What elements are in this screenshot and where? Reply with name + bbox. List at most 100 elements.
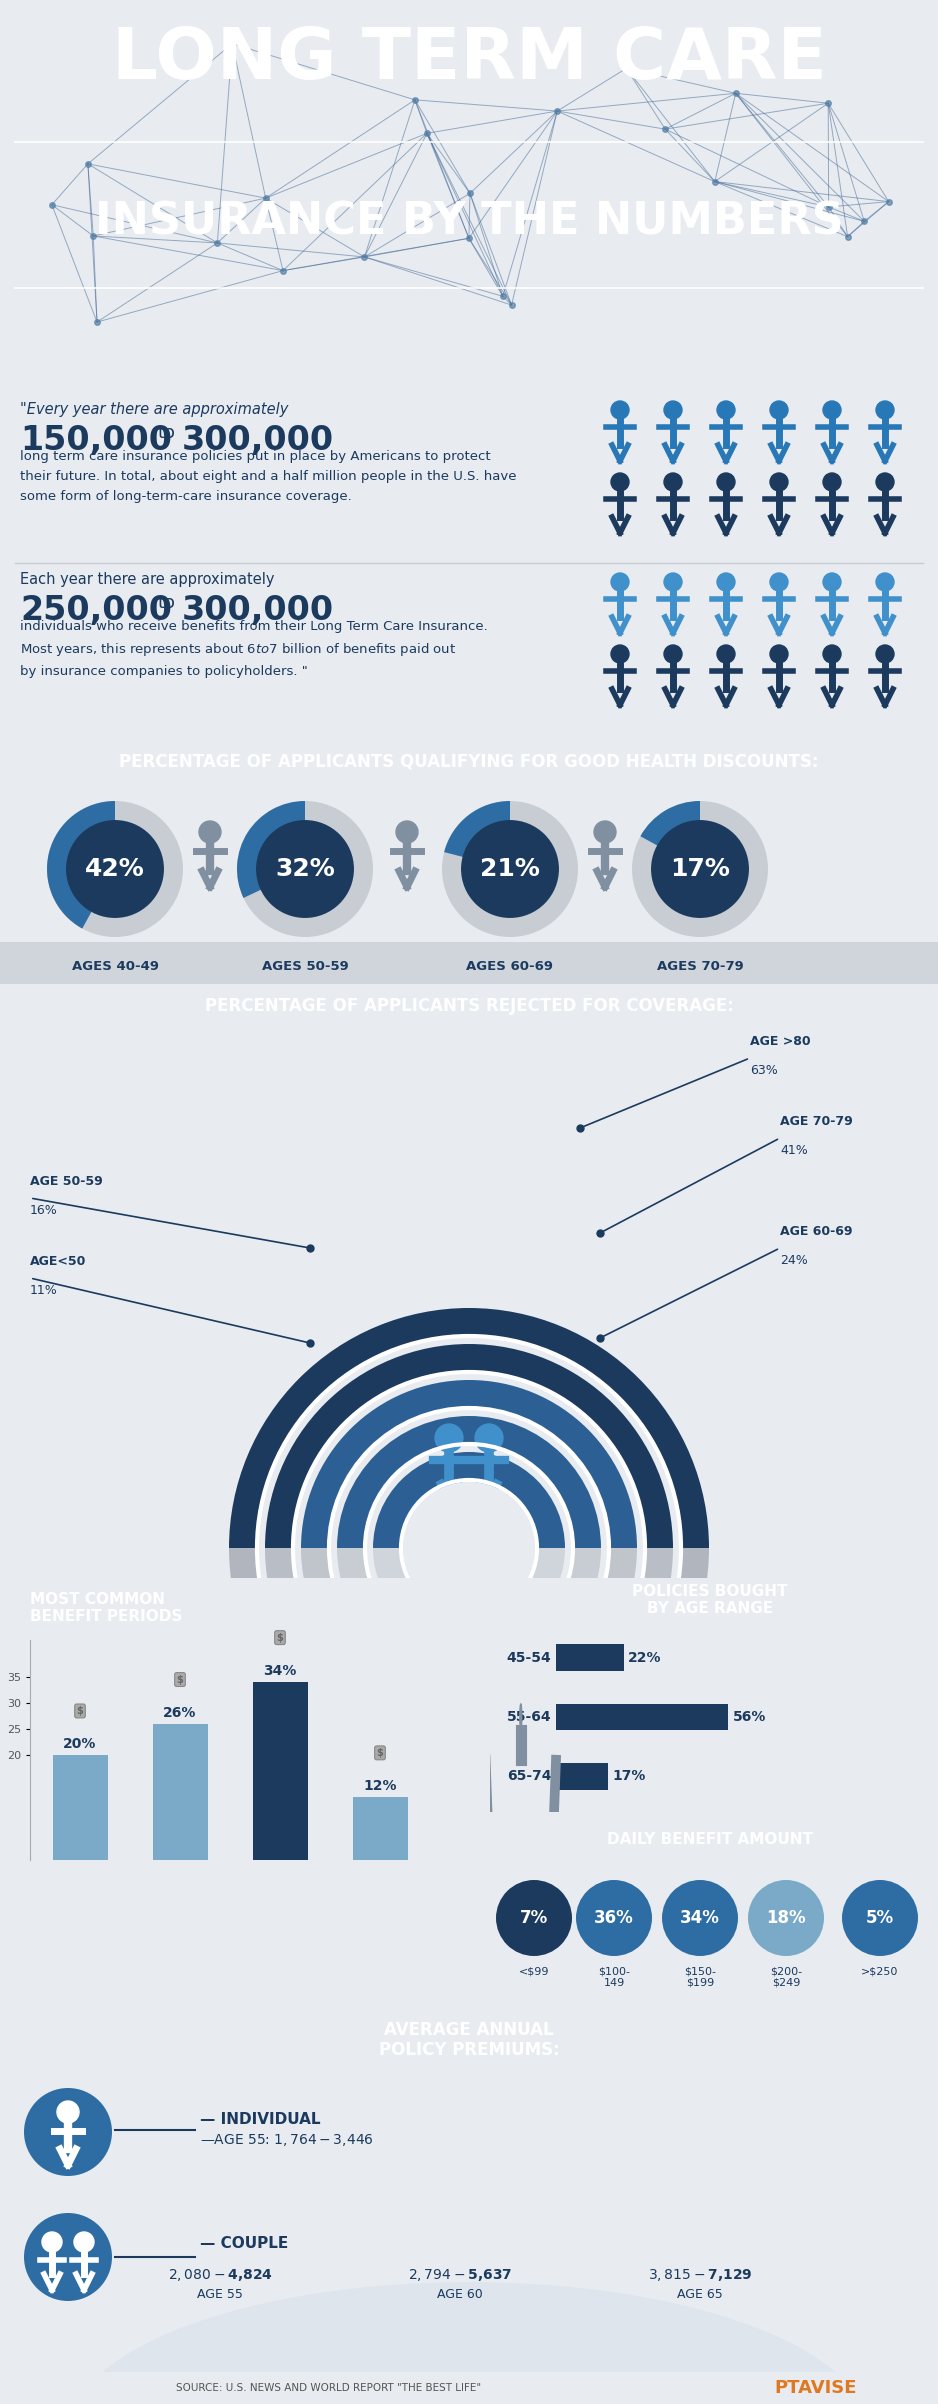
- Text: 41%: 41%: [780, 1144, 808, 1156]
- Circle shape: [396, 822, 418, 844]
- Text: PERCENTAGE OF APPLICANTS QUALIFYING FOR GOOD HEALTH DISCOUNTS:: PERCENTAGE OF APPLICANTS QUALIFYING FOR …: [119, 752, 819, 772]
- Text: 65-74: 65-74: [507, 1769, 552, 1784]
- Circle shape: [632, 801, 768, 938]
- Circle shape: [256, 820, 354, 918]
- Circle shape: [664, 401, 682, 418]
- Text: $150-
$199: $150- $199: [684, 1966, 716, 1988]
- Wedge shape: [265, 1548, 673, 1753]
- Text: to: to: [158, 423, 176, 442]
- Text: 24%: 24%: [780, 1255, 808, 1267]
- Circle shape: [611, 401, 629, 418]
- Text: $: $: [176, 1676, 183, 1685]
- Text: $3,815-$7,129: $3,815-$7,129: [648, 2267, 752, 2284]
- Circle shape: [42, 2231, 62, 2253]
- Text: 45-54: 45-54: [507, 1652, 552, 1664]
- Text: to: to: [158, 594, 176, 613]
- Text: SOURCE: U.S. NEWS AND WORLD REPORT "THE BEST LIFE": SOURCE: U.S. NEWS AND WORLD REPORT "THE …: [175, 2382, 481, 2392]
- Text: $200-
$249: $200- $249: [770, 1966, 802, 1988]
- Text: AGES 70-79: AGES 70-79: [657, 959, 744, 974]
- Wedge shape: [641, 801, 700, 868]
- Text: 63%: 63%: [750, 1065, 778, 1077]
- Wedge shape: [444, 801, 510, 868]
- Text: 26%: 26%: [163, 1704, 197, 1719]
- Text: — INDIVIDUAL: — INDIVIDUAL: [200, 2113, 321, 2128]
- Circle shape: [651, 820, 749, 918]
- Circle shape: [74, 2231, 94, 2253]
- Wedge shape: [229, 1308, 709, 1548]
- Circle shape: [664, 474, 682, 490]
- Text: 17%: 17%: [670, 856, 730, 880]
- Text: AGE<50: AGE<50: [30, 1255, 86, 1267]
- Text: 150,000: 150,000: [20, 423, 172, 457]
- Wedge shape: [47, 801, 115, 928]
- Circle shape: [594, 822, 616, 844]
- Circle shape: [717, 474, 735, 490]
- Text: AGES 50-59: AGES 50-59: [262, 959, 348, 974]
- Circle shape: [770, 644, 788, 664]
- Text: >$250: >$250: [861, 1966, 899, 1976]
- Text: AGE >80: AGE >80: [750, 1036, 810, 1048]
- Text: long term care insurance policies put in place by Americans to protect
their fut: long term care insurance policies put in…: [20, 450, 517, 502]
- Wedge shape: [337, 1416, 601, 1548]
- Circle shape: [57, 2101, 79, 2123]
- Text: 56%: 56%: [733, 1709, 766, 1724]
- Text: 22%: 22%: [628, 1652, 661, 1664]
- Text: MOST COMMON
BENEFIT PERIODS: MOST COMMON BENEFIT PERIODS: [30, 1591, 182, 1625]
- Text: 18%: 18%: [766, 1909, 806, 1928]
- Circle shape: [435, 1423, 463, 1452]
- Bar: [556, 1762, 609, 1789]
- Text: 55-64: 55-64: [507, 1709, 552, 1724]
- Circle shape: [662, 1880, 738, 1957]
- Circle shape: [748, 1880, 824, 1957]
- Bar: [556, 1704, 729, 1731]
- Text: 36%: 36%: [594, 1909, 634, 1928]
- Ellipse shape: [69, 2281, 869, 2404]
- Circle shape: [475, 1423, 503, 1452]
- Circle shape: [717, 401, 735, 418]
- Text: 32%: 32%: [275, 856, 335, 880]
- Text: 300,000: 300,000: [182, 423, 334, 457]
- Bar: [353, 1798, 407, 1861]
- Circle shape: [770, 572, 788, 591]
- Wedge shape: [373, 1452, 565, 1548]
- Circle shape: [403, 1481, 535, 1613]
- Text: AGES 60-69: AGES 60-69: [466, 959, 553, 974]
- Circle shape: [496, 1880, 572, 1957]
- Text: 300,000: 300,000: [182, 594, 334, 627]
- Circle shape: [664, 572, 682, 591]
- Circle shape: [24, 2214, 112, 2301]
- Circle shape: [24, 2089, 112, 2176]
- Circle shape: [876, 401, 894, 418]
- Text: $: $: [277, 1632, 283, 1642]
- Wedge shape: [229, 1548, 709, 1789]
- Text: Each year there are approximately: Each year there are approximately: [20, 572, 275, 587]
- Wedge shape: [337, 1548, 601, 1680]
- Text: 21%: 21%: [480, 856, 540, 880]
- Text: AGE 55: AGE 55: [197, 2289, 243, 2301]
- Circle shape: [876, 572, 894, 591]
- Circle shape: [47, 801, 183, 938]
- FancyBboxPatch shape: [0, 942, 938, 983]
- Bar: [252, 1683, 308, 1861]
- Circle shape: [199, 822, 221, 844]
- Text: —AGE 55: $1,764-$3,446: —AGE 55: $1,764-$3,446: [200, 2132, 374, 2149]
- Wedge shape: [301, 1548, 637, 1716]
- Wedge shape: [301, 1380, 637, 1548]
- Circle shape: [66, 820, 164, 918]
- Circle shape: [770, 474, 788, 490]
- Text: 17%: 17%: [613, 1769, 646, 1784]
- Circle shape: [611, 572, 629, 591]
- Text: 5%: 5%: [866, 1909, 894, 1928]
- Circle shape: [520, 1704, 522, 1731]
- Text: $: $: [377, 1748, 384, 1757]
- Circle shape: [876, 644, 894, 664]
- Circle shape: [611, 474, 629, 490]
- Circle shape: [770, 401, 788, 418]
- Text: $2,080-$4,824: $2,080-$4,824: [168, 2267, 272, 2284]
- Circle shape: [461, 820, 559, 918]
- Text: $100-
149: $100- 149: [598, 1966, 630, 1988]
- Text: 7%: 7%: [520, 1909, 548, 1928]
- Text: $: $: [77, 1707, 83, 1716]
- Circle shape: [717, 572, 735, 591]
- Circle shape: [823, 401, 841, 418]
